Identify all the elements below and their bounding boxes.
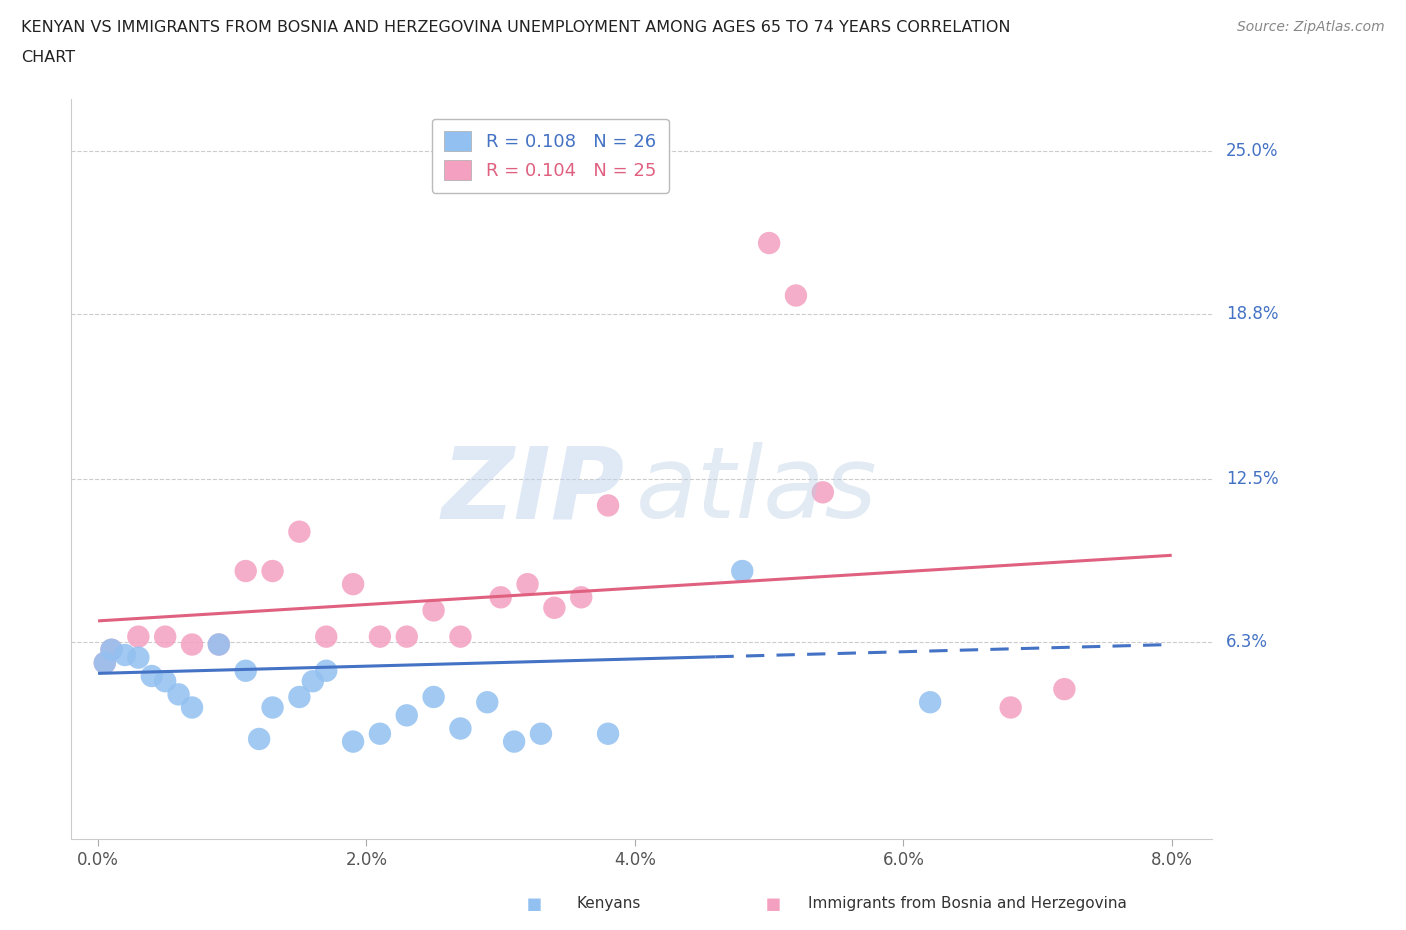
Point: [127, 630, 149, 644]
Legend: R = 0.108   N = 26, R = 0.104   N = 25: R = 0.108 N = 26, R = 0.104 N = 25: [432, 119, 669, 193]
Point: [100, 643, 122, 658]
Point: [153, 630, 176, 644]
Point: [262, 700, 284, 715]
Text: CHART: CHART: [21, 50, 75, 65]
Point: [100, 643, 122, 658]
Point: [247, 732, 270, 747]
Point: [395, 708, 418, 723]
Point: [315, 630, 337, 644]
Point: [141, 669, 163, 684]
Point: [449, 721, 471, 736]
Point: [920, 695, 942, 710]
Text: Source: ZipAtlas.com: Source: ZipAtlas.com: [1237, 20, 1385, 34]
Point: [235, 663, 257, 678]
Text: ▪: ▪: [765, 892, 782, 916]
Text: KENYAN VS IMMIGRANTS FROM BOSNIA AND HERZEGOVINA UNEMPLOYMENT AMONG AGES 65 TO 7: KENYAN VS IMMIGRANTS FROM BOSNIA AND HER…: [21, 20, 1011, 35]
Point: [167, 687, 190, 702]
Point: [153, 674, 176, 689]
Point: [477, 695, 499, 710]
Point: [569, 590, 592, 604]
Text: 12.5%: 12.5%: [1226, 471, 1278, 488]
Text: 25.0%: 25.0%: [1226, 142, 1278, 160]
Point: [208, 637, 231, 652]
Point: [503, 734, 526, 749]
Text: atlas: atlas: [636, 443, 877, 539]
Point: [785, 288, 807, 303]
Point: [181, 700, 204, 715]
Point: [1000, 700, 1022, 715]
Text: Immigrants from Bosnia and Herzegovina: Immigrants from Bosnia and Herzegovina: [808, 897, 1128, 911]
Point: [114, 647, 136, 662]
Point: [422, 603, 444, 618]
Point: [94, 656, 117, 671]
Point: [301, 674, 323, 689]
Point: [811, 485, 834, 499]
Point: [315, 663, 337, 678]
Point: [731, 564, 754, 578]
Point: [181, 637, 204, 652]
Point: [368, 726, 391, 741]
Text: 6.3%: 6.3%: [1226, 633, 1268, 651]
Point: [1053, 682, 1076, 697]
Point: [530, 726, 553, 741]
Point: [758, 235, 780, 250]
Point: [422, 689, 444, 704]
Point: [395, 630, 418, 644]
Point: [94, 656, 117, 671]
Text: Kenyans: Kenyans: [576, 897, 641, 911]
Point: [288, 525, 311, 539]
Point: [596, 726, 619, 741]
Point: [235, 564, 257, 578]
Point: [262, 564, 284, 578]
Point: [288, 689, 311, 704]
Point: [342, 577, 364, 591]
Text: ▪: ▪: [526, 892, 543, 916]
Point: [489, 590, 512, 604]
Point: [543, 601, 565, 616]
Point: [342, 734, 364, 749]
Point: [596, 498, 619, 512]
Text: ZIP: ZIP: [441, 443, 624, 539]
Point: [516, 577, 538, 591]
Text: 18.8%: 18.8%: [1226, 305, 1278, 323]
Point: [368, 630, 391, 644]
Point: [208, 637, 231, 652]
Point: [449, 630, 471, 644]
Point: [127, 650, 149, 665]
